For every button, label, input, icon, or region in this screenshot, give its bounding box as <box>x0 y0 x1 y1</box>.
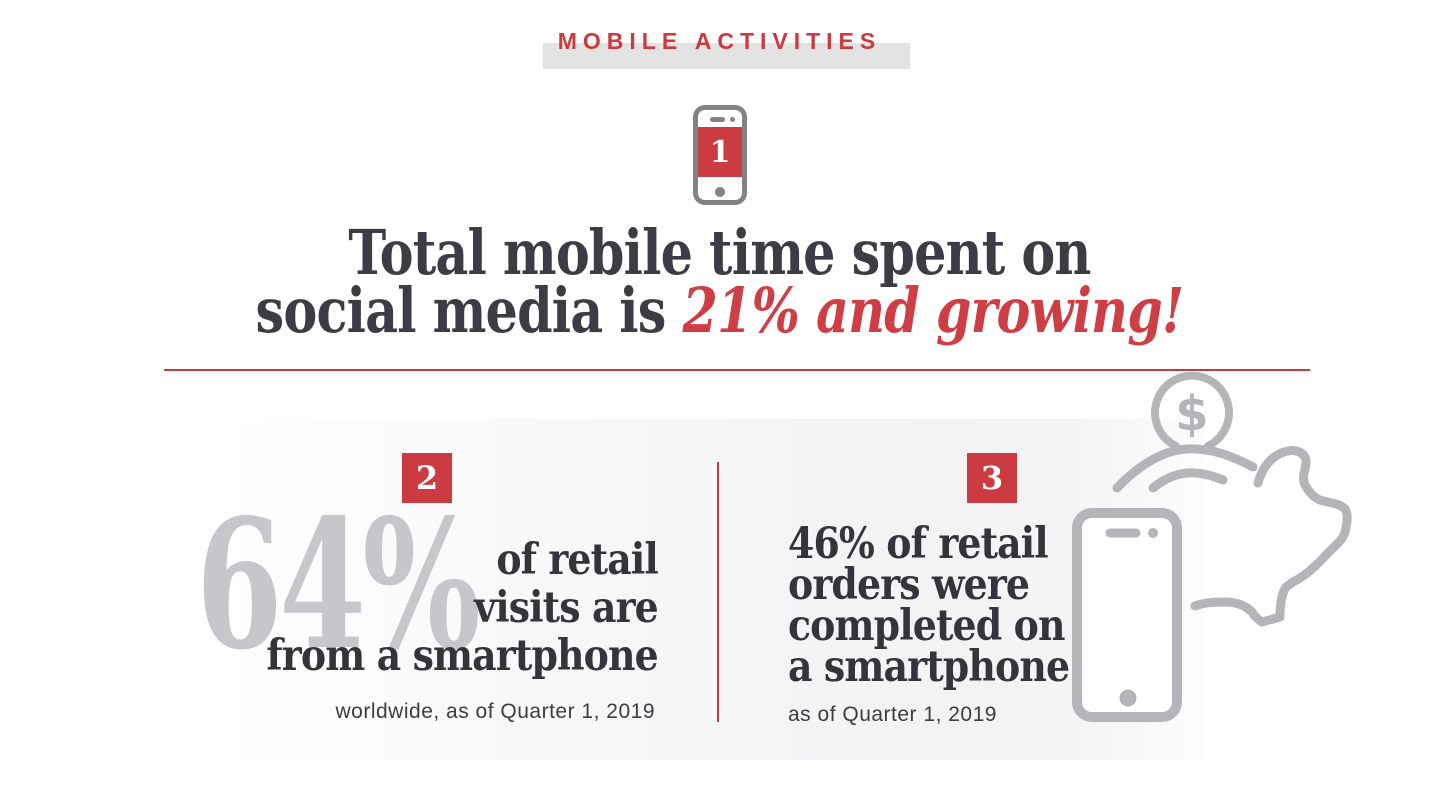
smartphone-step1-icon: 1 <box>693 105 747 205</box>
stat-right-line1: 46% of retail <box>788 519 1049 569</box>
pig-slot-arc <box>1148 468 1228 493</box>
stat-left-description: of retail visits are from a smartphone <box>266 535 659 681</box>
phone-home-button-icon <box>715 187 725 197</box>
piggy-bank-coin-smartphone-icon: $ <box>1072 372 1352 722</box>
pig-body-outline <box>1190 446 1352 627</box>
phone-home-button-icon <box>1119 689 1137 707</box>
headline-accent: 21% and growing! <box>682 274 1184 347</box>
smartphone-illustration-icon <box>1072 508 1182 722</box>
stat-left-line3: from a smartphone <box>266 631 659 681</box>
vertical-divider <box>717 462 719 722</box>
stat-right-line3: completed on <box>788 601 1065 651</box>
horizontal-divider <box>164 369 1310 371</box>
step-2-badge: 2 <box>402 453 452 503</box>
headline-line2: social media is 21% and growing! <box>130 280 1310 342</box>
stat-right-line4: a smartphone <box>788 642 1070 692</box>
dollar-sign-icon: $ <box>1175 386 1208 442</box>
stat-left-value: 64% <box>196 480 481 689</box>
step-3-badge: 3 <box>967 453 1017 503</box>
coin-icon <box>1151 372 1233 450</box>
headline-line2-prefix: social media is <box>255 274 683 347</box>
phone-camera-icon <box>730 117 735 122</box>
eyebrow-highlight-band <box>543 43 910 69</box>
stat-right-footnote: as of Quarter 1, 2019 <box>788 703 997 726</box>
phone-speaker-icon <box>710 117 725 122</box>
eyebrow-title: MOBILE ACTIVITIES <box>557 28 882 54</box>
stat-left-line1: of retail <box>496 535 658 585</box>
stats-panel <box>240 419 1205 760</box>
stat-left-line2: visits are <box>474 583 659 633</box>
page-title: Total mobile time spent on social media … <box>130 216 1310 342</box>
stat-left-footnote: worldwide, as of Quarter 1, 2019 <box>335 700 655 723</box>
step-1-badge: 1 <box>698 127 742 177</box>
stat-right-description: 46% of retail orders were completed on a… <box>788 519 1070 692</box>
stat-right-line2: orders were <box>788 560 1030 610</box>
phone-camera-icon <box>1148 528 1158 538</box>
pig-back-arc <box>1112 444 1258 493</box>
headline-line1: Total mobile time spent on <box>348 216 1091 289</box>
